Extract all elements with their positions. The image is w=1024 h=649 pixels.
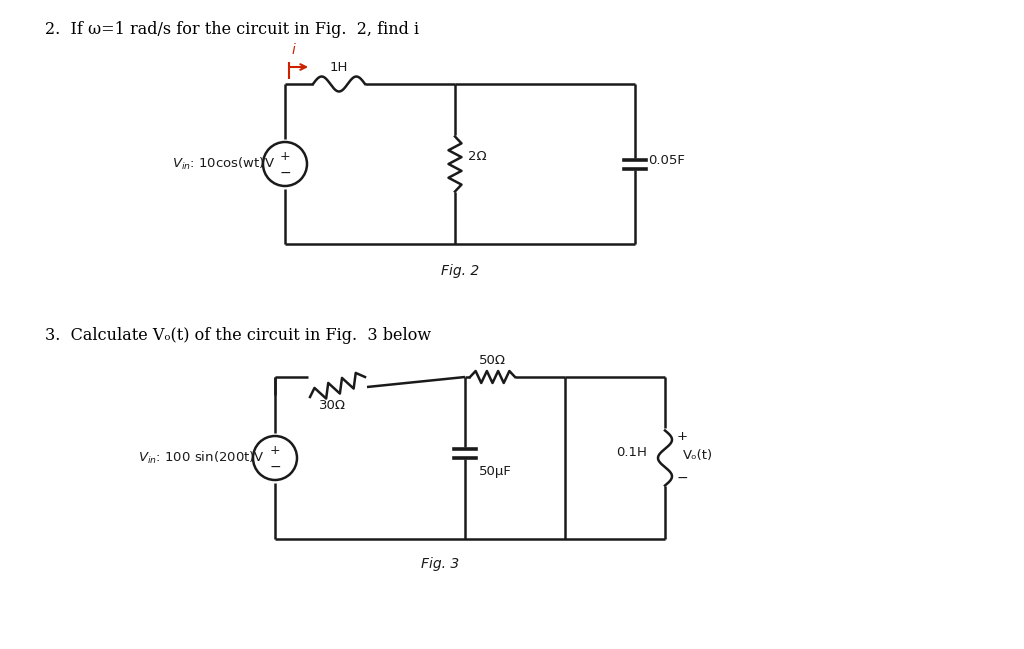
Text: Vₒ(t): Vₒ(t) [683, 450, 713, 463]
Text: −: − [280, 166, 291, 180]
Text: 3.  Calculate Vₒ(t) of the circuit in Fig.  3 below: 3. Calculate Vₒ(t) of the circuit in Fig… [45, 327, 431, 344]
Text: $V_{in}$: 10cos(wt)V: $V_{in}$: 10cos(wt)V [172, 156, 275, 172]
Text: 2Ω: 2Ω [468, 149, 486, 162]
Text: 1H: 1H [330, 61, 348, 74]
Text: Fig. 2: Fig. 2 [441, 264, 479, 278]
Text: +: + [269, 443, 281, 456]
Text: 30Ω: 30Ω [319, 399, 346, 412]
Text: 0.05F: 0.05F [648, 154, 685, 167]
Text: −: − [269, 460, 281, 474]
Text: −: − [677, 471, 688, 485]
Text: 50Ω: 50Ω [479, 354, 506, 367]
Text: $V_{in}$: 100 sin(200t)V: $V_{in}$: 100 sin(200t)V [138, 450, 265, 466]
Text: +: + [280, 149, 291, 162]
Text: 50μF: 50μF [479, 465, 512, 478]
Text: 2.  If ω=1 rad/s for the circuit in Fig.  2, find i: 2. If ω=1 rad/s for the circuit in Fig. … [45, 21, 419, 38]
Text: 0.1H: 0.1H [616, 447, 647, 459]
Text: Fig. 3: Fig. 3 [421, 557, 459, 571]
Text: +: + [677, 430, 688, 443]
Text: i: i [292, 43, 296, 57]
